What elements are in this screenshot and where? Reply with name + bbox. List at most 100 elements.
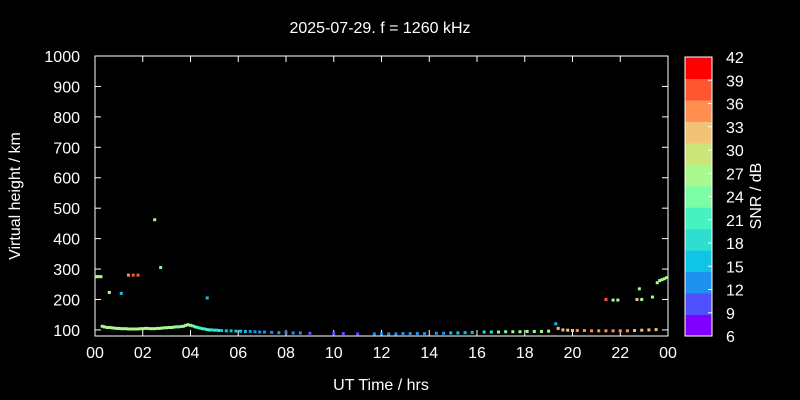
- data-point: [482, 330, 486, 334]
- colorbar-tick-label: 6: [726, 329, 735, 346]
- data-point: [122, 327, 126, 331]
- data-point: [169, 325, 173, 329]
- data-point: [647, 328, 651, 332]
- data-point: [655, 281, 659, 285]
- chart-title: 2025-07-29. f = 1260 kHz: [289, 20, 470, 37]
- data-point: [470, 330, 474, 334]
- data-point: [618, 329, 622, 333]
- data-point: [277, 331, 281, 335]
- data-point: [205, 296, 209, 300]
- data-point: [408, 332, 412, 336]
- data-point: [525, 329, 529, 333]
- colorbar-tick-label: 24: [726, 190, 744, 207]
- data-point: [110, 326, 114, 330]
- data-point: [660, 278, 664, 282]
- y-tick-label: 200: [53, 292, 80, 309]
- y-tick-label: 1000: [44, 49, 80, 66]
- x-axis-title: UT Time / hrs: [333, 377, 429, 394]
- data-point: [597, 329, 601, 333]
- data-point: [160, 326, 164, 330]
- data-point: [308, 331, 312, 335]
- y-tick-label: 900: [53, 79, 80, 96]
- data-point: [189, 323, 192, 327]
- colorbar-tick-label: 21: [726, 213, 744, 230]
- y-axis: 100 200 300 400 500 600 700 800 900 1000: [44, 49, 668, 340]
- y-tick-label: 400: [53, 232, 80, 249]
- colorbar-tick-label: 18: [726, 236, 744, 253]
- colorbar-tick-label: 15: [726, 259, 744, 276]
- data-point: [604, 297, 608, 301]
- x-tick-label: 10: [325, 345, 343, 362]
- data-point: [94, 275, 98, 279]
- data-point: [658, 279, 662, 283]
- colorbar-segment: [685, 78, 712, 101]
- colorbar-tick-label: 12: [726, 283, 744, 300]
- data-point: [504, 330, 508, 334]
- data-point: [174, 325, 178, 329]
- data-point: [136, 327, 140, 331]
- data-point: [640, 328, 644, 332]
- data-point: [136, 273, 140, 277]
- data-point: [590, 329, 594, 333]
- data-point: [258, 330, 262, 334]
- data-point: [401, 332, 405, 336]
- data-point: [270, 330, 274, 334]
- colorbar-segment: [685, 185, 712, 208]
- colorbar-tick-label: 39: [726, 73, 744, 90]
- data-point: [571, 329, 574, 333]
- y-tick-label: 300: [53, 262, 80, 279]
- x-tick-label: 08: [277, 345, 295, 362]
- data-point: [582, 329, 586, 333]
- data-point: [415, 332, 419, 336]
- data-point: [112, 326, 116, 330]
- data-point: [456, 331, 460, 335]
- data-point: [107, 325, 111, 329]
- data-point: [625, 329, 629, 333]
- data-point: [532, 329, 536, 333]
- data-point: [186, 323, 190, 327]
- data-point: [224, 329, 228, 333]
- data-point: [97, 275, 101, 279]
- y-tick-label: 100: [53, 323, 80, 340]
- data-point: [248, 329, 252, 333]
- data-point: [119, 327, 123, 331]
- data-point: [141, 327, 145, 331]
- data-point: [554, 322, 558, 326]
- data-point: [518, 330, 522, 334]
- data-point: [131, 273, 135, 277]
- data-point: [212, 328, 216, 332]
- data-point: [198, 326, 202, 330]
- data-point: [422, 332, 426, 336]
- data-point: [239, 329, 243, 333]
- data-point: [220, 329, 224, 333]
- x-tick-label: 00: [86, 345, 104, 362]
- data-point: [633, 329, 637, 333]
- colorbar-tick-label: 9: [726, 306, 735, 323]
- data-point: [191, 324, 195, 328]
- colorbar-segment: [685, 57, 712, 79]
- data-point: [604, 329, 608, 333]
- data-point: [434, 331, 438, 335]
- data-point: [105, 325, 109, 329]
- x-axis: 00 02 04 06 08 10 12 14 16 18 20 22 00: [86, 56, 677, 362]
- y-tick-label: 500: [53, 201, 80, 218]
- data-point: [200, 327, 204, 331]
- colorbar-segment: [685, 207, 712, 230]
- data-point: [332, 332, 336, 336]
- data-point: [159, 266, 163, 270]
- data-point: [372, 332, 376, 336]
- data-point: [650, 295, 654, 299]
- data-point: [203, 327, 207, 331]
- data-point: [103, 325, 107, 329]
- data-point: [463, 331, 467, 335]
- data-point: [511, 330, 515, 334]
- data-point: [129, 327, 133, 331]
- data-point: [143, 326, 147, 330]
- x-tick-label: 06: [229, 345, 247, 362]
- data-point: [208, 328, 212, 332]
- data-point: [616, 298, 620, 302]
- data-point: [107, 290, 111, 294]
- data-point: [193, 325, 197, 329]
- data-point: [150, 327, 154, 331]
- data-point: [556, 326, 560, 330]
